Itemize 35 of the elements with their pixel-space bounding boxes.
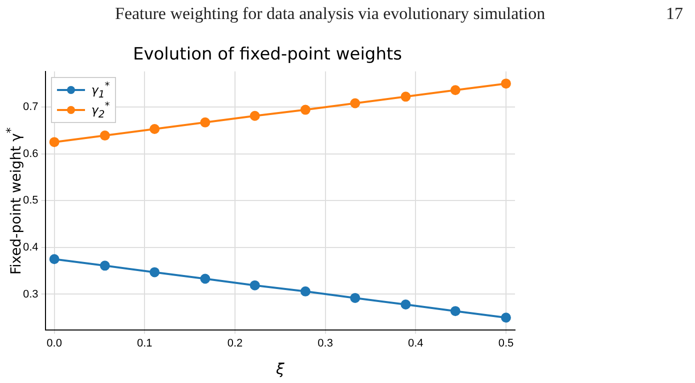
x-tick-label: 0.4 [408, 337, 424, 350]
x-tick-label: 0.3 [318, 337, 333, 350]
point [100, 260, 110, 271]
y-tick-label: 0.7 [22, 101, 38, 114]
point [100, 130, 110, 141]
point [500, 78, 511, 89]
point [450, 85, 460, 96]
y-tick-label: 0.3 [22, 288, 38, 300]
point [350, 98, 360, 108]
y-tick-label: 0.6 [22, 148, 38, 160]
point [300, 286, 310, 296]
x-tick-label: 0.2 [227, 337, 243, 350]
point [350, 292, 360, 303]
point [500, 312, 511, 323]
point [49, 137, 60, 148]
point [400, 300, 411, 310]
point [200, 274, 210, 284]
chart-title: Evolution of fixed-point weights [132, 44, 402, 65]
point [49, 254, 60, 264]
x-tick-label: 0.1 [137, 337, 152, 350]
point [250, 280, 260, 290]
point [300, 104, 310, 115]
x-tick-label: 0.5 [498, 337, 514, 350]
y-tick-label: 0.5 [22, 194, 38, 207]
text: 17 [666, 4, 683, 24]
point [450, 306, 460, 316]
point [150, 267, 160, 278]
point [200, 117, 210, 128]
y-tick-label: 0.4 [22, 241, 38, 254]
point [250, 110, 260, 121]
point [150, 124, 160, 134]
x-tick-label: 0.0 [46, 337, 62, 350]
point [400, 92, 411, 102]
text: Feature weighting for data analysis via evolutionary simulation [115, 4, 546, 24]
x-axis-title: ξ [276, 360, 284, 378]
